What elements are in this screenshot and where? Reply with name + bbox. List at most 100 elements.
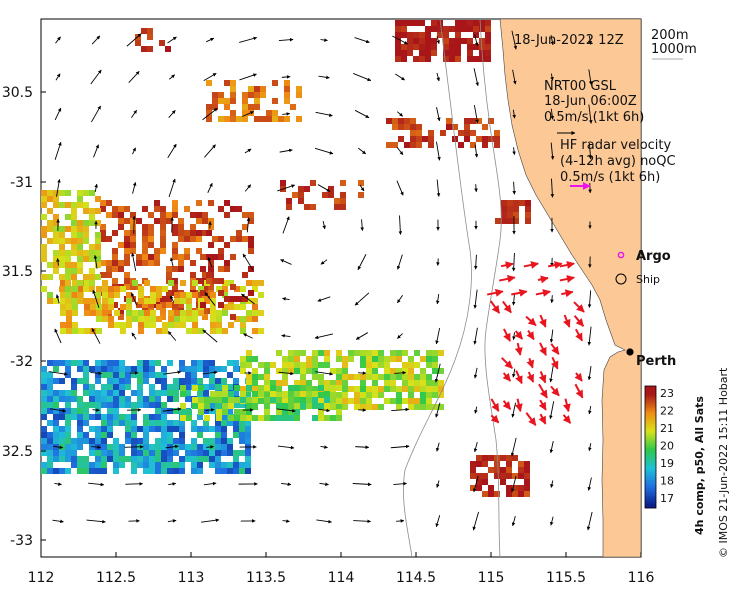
sst-pixel xyxy=(161,414,167,420)
sst-pixel xyxy=(136,254,142,260)
sst-pixel xyxy=(479,38,485,44)
sst-pixel xyxy=(425,38,431,44)
sst-pixel xyxy=(224,260,230,266)
sst-pixel xyxy=(71,274,77,280)
sst-pixel xyxy=(95,208,101,214)
sst-pixel xyxy=(264,380,270,386)
model-arrow xyxy=(472,511,480,531)
colorbar-band xyxy=(645,444,656,447)
sst-pixel xyxy=(390,398,396,404)
model-arrow xyxy=(314,333,334,340)
sst-pixel xyxy=(95,462,101,468)
sst-pixel xyxy=(330,397,336,403)
sst-pixel xyxy=(168,310,174,316)
colorbar-band xyxy=(645,392,656,395)
sst-pixel xyxy=(401,32,407,38)
model-arrow xyxy=(317,184,331,192)
sst-pixel xyxy=(438,386,444,392)
sst-pixel xyxy=(246,385,252,391)
sst-pixel xyxy=(119,414,125,420)
sst-pixel xyxy=(246,362,252,368)
sst-pixel xyxy=(294,385,300,391)
colorbar-tick-label: 18 xyxy=(660,475,674,488)
sst-pixel xyxy=(77,408,83,414)
model-arrow xyxy=(282,112,291,116)
model-arrow xyxy=(550,480,554,488)
sst-pixel xyxy=(119,384,125,390)
contour-1000m xyxy=(403,19,472,557)
sst-pixel xyxy=(96,286,102,292)
sst-pixel xyxy=(258,391,264,397)
sst-pixel xyxy=(65,250,71,256)
sst-pixel xyxy=(408,356,414,362)
sst-pixel xyxy=(222,409,228,415)
sst-pixel xyxy=(449,38,455,44)
sst-pixel xyxy=(143,372,149,378)
sst-pixel xyxy=(65,408,71,414)
sst-pixel xyxy=(227,444,233,450)
sst-pixel xyxy=(124,242,130,248)
sst-pixel xyxy=(227,408,233,414)
sst-pixel xyxy=(77,402,83,408)
sst-pixel xyxy=(276,380,282,386)
colorbar-band xyxy=(645,466,656,469)
sst-pixel xyxy=(240,328,246,334)
sst-pixel xyxy=(294,403,300,409)
radar-arrow xyxy=(515,370,523,385)
model-arrow xyxy=(50,408,67,413)
model-arrow xyxy=(93,144,99,158)
sst-pixel xyxy=(113,462,119,468)
sst-pixel xyxy=(156,328,162,334)
sst-pixel xyxy=(118,266,124,272)
sst-pixel xyxy=(71,444,77,450)
model-arrow xyxy=(359,184,365,192)
sst-pixel xyxy=(254,98,260,104)
sst-pixel xyxy=(495,218,501,224)
sst-pixel xyxy=(234,409,240,415)
sst-pixel xyxy=(222,403,228,409)
model-arrow xyxy=(393,481,407,486)
sst-pixel xyxy=(53,438,59,444)
sst-pixel xyxy=(198,298,204,304)
x-tick-label: 112.5 xyxy=(96,570,136,586)
sst-pixel xyxy=(160,242,166,248)
sst-pixel xyxy=(130,218,136,224)
model-arrow xyxy=(357,254,367,271)
sst-pixel xyxy=(524,491,530,497)
model-arrow xyxy=(436,179,441,197)
sst-pixel xyxy=(83,360,89,366)
model-arrow xyxy=(124,445,144,449)
sst-pixel xyxy=(41,462,47,468)
model-arrow xyxy=(90,69,102,85)
sst-pixel xyxy=(150,316,156,322)
sst-pixel xyxy=(212,98,218,104)
sst-pixel xyxy=(240,386,246,392)
sst-pixel xyxy=(366,356,372,362)
sst-pixel xyxy=(156,316,162,322)
sst-pixel xyxy=(59,226,65,232)
sst-pixel xyxy=(224,116,230,122)
radar-arrow xyxy=(562,398,571,413)
sst-pixel xyxy=(455,44,461,50)
sst-pixel xyxy=(248,236,254,242)
sst-pixel xyxy=(438,392,444,398)
sst-pixel xyxy=(203,438,209,444)
sst-pixel xyxy=(200,290,206,296)
model-arrow xyxy=(246,217,251,233)
sst-pixel xyxy=(166,212,172,218)
model-arrow xyxy=(205,408,215,412)
sst-pixel xyxy=(404,118,410,124)
sst-pixel xyxy=(488,455,494,461)
argo-marker xyxy=(617,251,625,259)
sst-pixel xyxy=(324,350,330,356)
sst-pixel xyxy=(178,254,184,260)
sst-pixel xyxy=(222,292,228,298)
sst-pixel xyxy=(102,316,108,322)
sst-pixel xyxy=(95,378,101,384)
sst-pixel xyxy=(113,456,119,462)
sst-pixel xyxy=(294,409,300,415)
sst-pixel xyxy=(506,455,512,461)
sst-pixel xyxy=(185,366,191,372)
sst-pixel xyxy=(342,386,348,392)
sst-pixel xyxy=(77,268,83,274)
